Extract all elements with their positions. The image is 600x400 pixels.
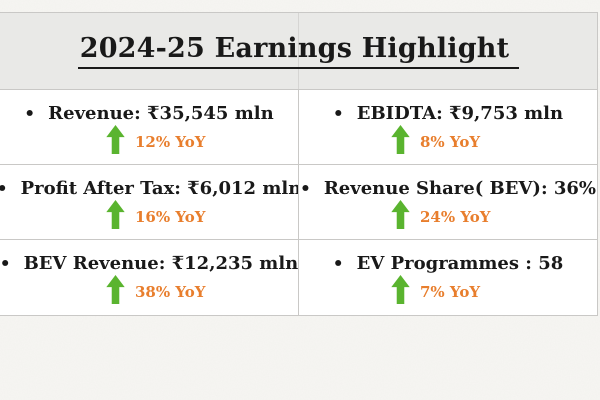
bullet-icon: • (0, 254, 11, 274)
yoy-row: 12% YoY (0, 125, 298, 154)
metrics-grid: • Revenue: ₹35,545 mln 12% YoY • EBIDTA:… (0, 90, 597, 315)
page-title: 2024-25 Earnings Highlight (77, 33, 520, 69)
header-column-divider (298, 13, 299, 89)
metric-label: Revenue: ₹35,545 mln (48, 103, 274, 124)
metric-label-row: • Profit After Tax: ₹6,012 mln (0, 178, 298, 199)
metric-cell-revenue: • Revenue: ₹35,545 mln 12% YoY (0, 90, 299, 165)
up-arrow-icon (391, 125, 410, 154)
metric-cell-ev-programmes: • EV Programmes : 58 7% YoY (299, 240, 597, 315)
title-row: 2024-25 Earnings Highlight (0, 13, 597, 90)
metric-label-row: • EV Programmes : 58 (299, 253, 597, 274)
metric-cell-profit-after-tax: • Profit After Tax: ₹6,012 mln 16% YoY (0, 165, 299, 240)
yoy-row: 24% YoY (299, 200, 597, 229)
yoy-row: 7% YoY (299, 275, 597, 304)
yoy-value: 16% YoY (135, 208, 206, 226)
yoy-row: 16% YoY (0, 200, 298, 229)
yoy-row: 38% YoY (0, 275, 298, 304)
metric-label-row: • Revenue: ₹35,545 mln (0, 103, 298, 124)
earnings-table: 2024-25 Earnings Highlight • Revenue: ₹3… (0, 12, 598, 316)
metric-label: EBIDTA: ₹9,753 mln (356, 103, 564, 124)
yoy-value: 12% YoY (135, 133, 206, 151)
bullet-icon: • (0, 181, 8, 198)
metric-cell-revenue-share-bev: • Revenue Share( BEV): 36% 24% YoY (299, 165, 597, 240)
metric-label: BEV Revenue: ₹12,235 mln (23, 253, 299, 274)
yoy-value: 7% YoY (420, 283, 481, 301)
up-arrow-icon (106, 125, 125, 154)
yoy-value: 38% YoY (135, 283, 206, 301)
metric-cell-ebidta: • EBIDTA: ₹9,753 mln 8% YoY (299, 90, 597, 165)
yoy-value: 8% YoY (420, 133, 481, 151)
bullet-icon: • (332, 254, 344, 274)
metric-label-row: • BEV Revenue: ₹12,235 mln (0, 253, 298, 274)
bullet-icon: • (24, 104, 36, 124)
metric-label: Profit After Tax: ₹6,012 mln (20, 178, 299, 199)
up-arrow-icon (106, 275, 125, 304)
up-arrow-icon (391, 200, 410, 229)
bullet-icon: • (332, 104, 344, 124)
metric-cell-bev-revenue: • BEV Revenue: ₹12,235 mln 38% YoY (0, 240, 299, 315)
metric-label-row: • Revenue Share( BEV): 36% (299, 178, 597, 199)
up-arrow-icon (106, 200, 125, 229)
bullet-icon: • (299, 179, 311, 199)
yoy-row: 8% YoY (299, 125, 597, 154)
metric-label: Revenue Share( BEV): 36% (323, 178, 597, 199)
metric-label-row: • EBIDTA: ₹9,753 mln (299, 103, 597, 124)
up-arrow-icon (391, 275, 410, 304)
yoy-value: 24% YoY (420, 208, 491, 226)
metric-label: EV Programmes : 58 (356, 253, 564, 274)
